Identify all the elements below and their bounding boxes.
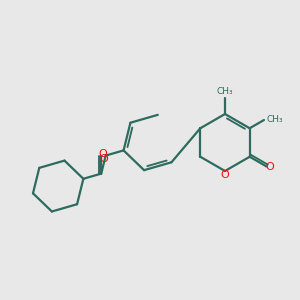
Text: O: O bbox=[98, 149, 107, 159]
Text: O: O bbox=[220, 169, 230, 180]
Text: CH₃: CH₃ bbox=[217, 87, 233, 96]
Text: CH₃: CH₃ bbox=[266, 116, 283, 124]
Text: O: O bbox=[265, 161, 274, 172]
Text: O: O bbox=[100, 154, 109, 164]
